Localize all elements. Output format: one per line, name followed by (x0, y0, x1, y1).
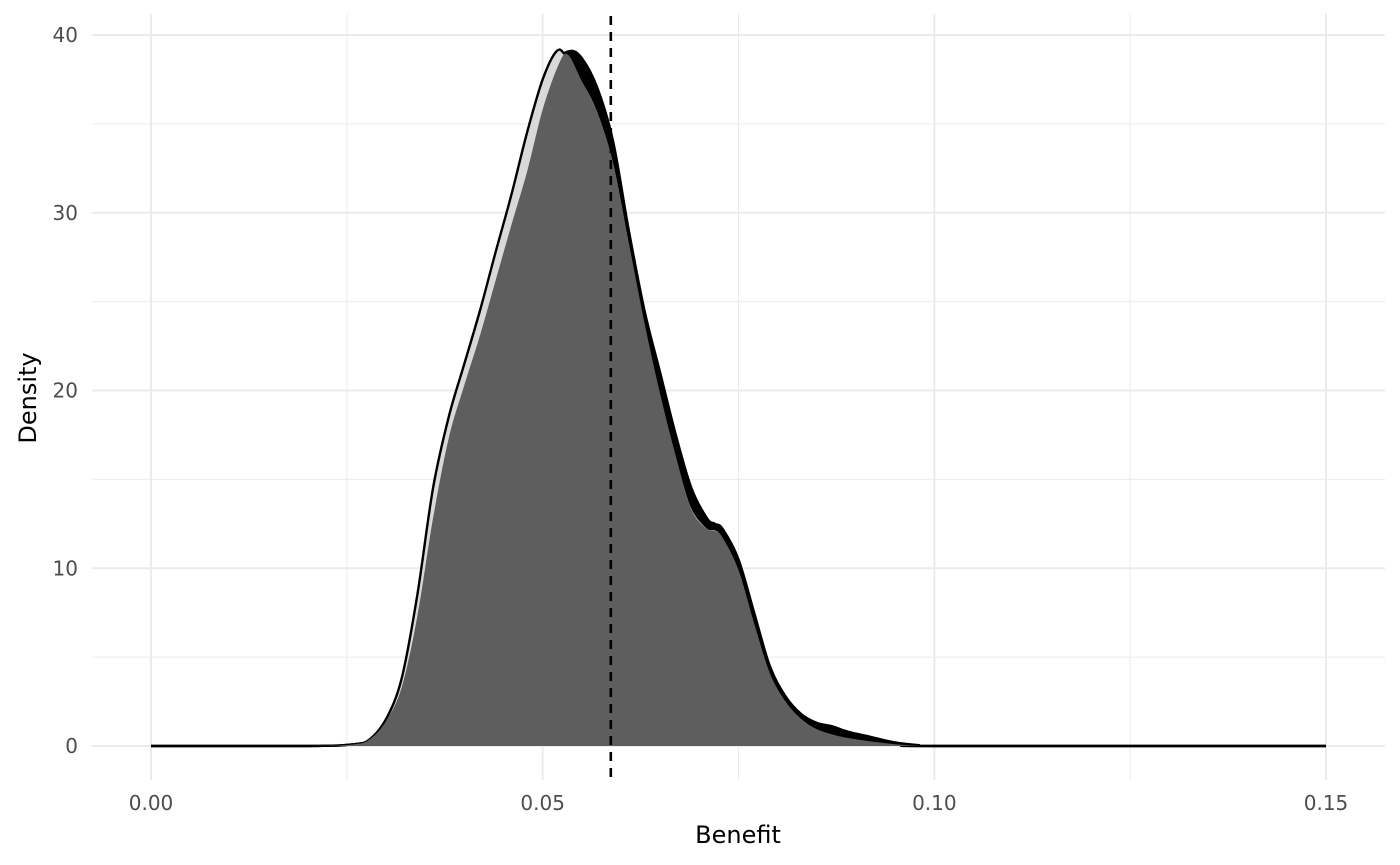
x-axis-ticks: 0.00 0.05 0.10 0.15 (129, 791, 1349, 815)
x-tick-label: 0.00 (129, 791, 174, 815)
y-tick-label: 10 (53, 556, 78, 580)
density-area-3 (151, 53, 1326, 747)
x-tick-label: 0.05 (520, 791, 565, 815)
y-tick-label: 20 (53, 379, 78, 403)
y-tick-label: 40 (53, 23, 78, 47)
y-tick-label: 0 (65, 734, 78, 758)
x-axis-title: Benefit (695, 821, 781, 849)
x-tick-label: 0.10 (912, 791, 957, 815)
density-outline-2 (151, 48, 1326, 748)
y-axis-title: Density (14, 352, 42, 443)
x-tick-label: 0.15 (1304, 791, 1349, 815)
density-areas (151, 48, 1326, 748)
y-axis-ticks: 0 10 20 30 40 (53, 23, 78, 758)
y-tick-label: 30 (53, 201, 78, 225)
